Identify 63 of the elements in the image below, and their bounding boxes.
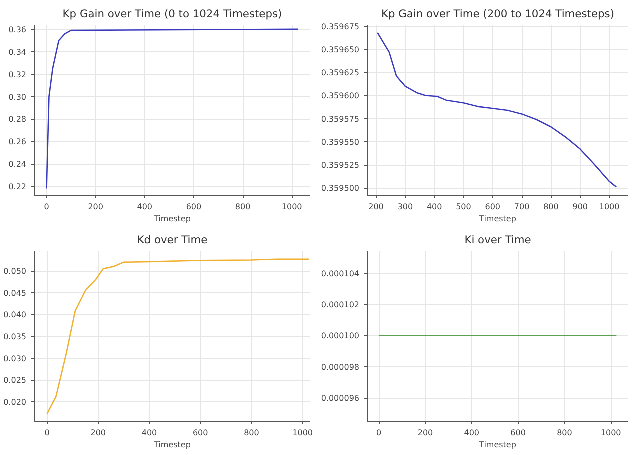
y-tick-label: 0.32 [8,70,26,80]
y-tick-label: 0.30 [8,92,26,102]
x-tick-label: 200 [88,202,104,212]
y-tick-label: 0.359575 [321,114,360,124]
y-tick-label: 0.025 [4,376,27,386]
chart-title: Kd over Time [137,234,208,246]
x-tick-label: 500 [456,202,472,212]
x-tick-label: 400 [137,202,153,212]
x-tick-label: 400 [142,428,158,438]
y-tick-label: 0.000102 [321,300,360,310]
x-axis-title: Timestep [478,440,516,450]
x-tick-label: 900 [572,202,588,212]
x-tick-label: 1000 [599,202,620,212]
x-tick-label: 0 [376,428,382,438]
x-tick-label: 0 [44,428,50,438]
x-tick-label: 600 [485,202,501,212]
x-tick-label: 600 [510,428,526,438]
y-tick-label: 0.24 [8,160,26,170]
x-tick-label: 800 [235,202,251,212]
y-tick-label: 0.22 [8,182,26,192]
x-axis-title: Timestep [478,214,516,224]
x-tick-label: 300 [398,202,414,212]
chart-title: Kp Gain over Time (0 to 1024 Timesteps) [62,8,282,20]
x-tick-label: 400 [426,202,442,212]
y-tick-label: 0.050 [4,267,27,276]
x-tick-label: 200 [368,202,384,212]
x-axis-title: Timestep [153,440,191,450]
y-tick-label: 0.000104 [321,269,360,278]
y-tick-label: 0.359600 [321,92,360,101]
y-tick-label: 0.000100 [321,332,360,341]
x-tick-label: 800 [244,428,260,438]
y-tick-label: 0.000098 [321,362,360,372]
y-tick-label: 0.359625 [321,68,360,78]
y-tick-label: 0.26 [8,138,26,147]
y-tick-label: 0.359525 [321,161,360,170]
x-tick-label: 800 [557,428,572,438]
y-tick-label: 0.359550 [321,138,360,147]
y-tick-label: 0.030 [4,354,27,364]
y-tick-label: 0.045 [4,288,27,298]
y-tick-label: 0.040 [4,310,27,320]
x-tick-label: 1000 [282,202,302,212]
y-tick-label: 0.359500 [321,184,360,194]
x-tick-label: 600 [192,428,208,438]
x-tick-label: 800 [544,202,559,212]
chart-title: Ki over Time [464,234,532,246]
x-tick-label: 600 [186,202,202,212]
x-tick-label: 1000 [292,428,314,438]
y-tick-label: 0.28 [8,115,26,124]
x-tick-label: 400 [464,428,480,438]
y-tick-label: 0.000096 [321,394,360,404]
y-tick-label: 0.035 [4,332,27,342]
y-tick-label: 0.36 [8,25,26,34]
chart-title: Kp Gain over Time (200 to 1024 Timesteps) [382,8,614,20]
x-tick-label: 0 [44,202,50,212]
y-tick-label: 0.359650 [321,46,360,55]
y-tick-label: 0.020 [4,398,27,407]
y-tick-label: 0.359675 [321,22,360,32]
x-axis-title: Timestep [153,214,191,224]
x-tick-label: 700 [514,202,530,212]
y-tick-label: 0.34 [8,48,26,57]
x-tick-label: 200 [418,428,434,438]
x-tick-label: 200 [90,428,106,438]
x-tick-label: 1000 [600,428,622,438]
